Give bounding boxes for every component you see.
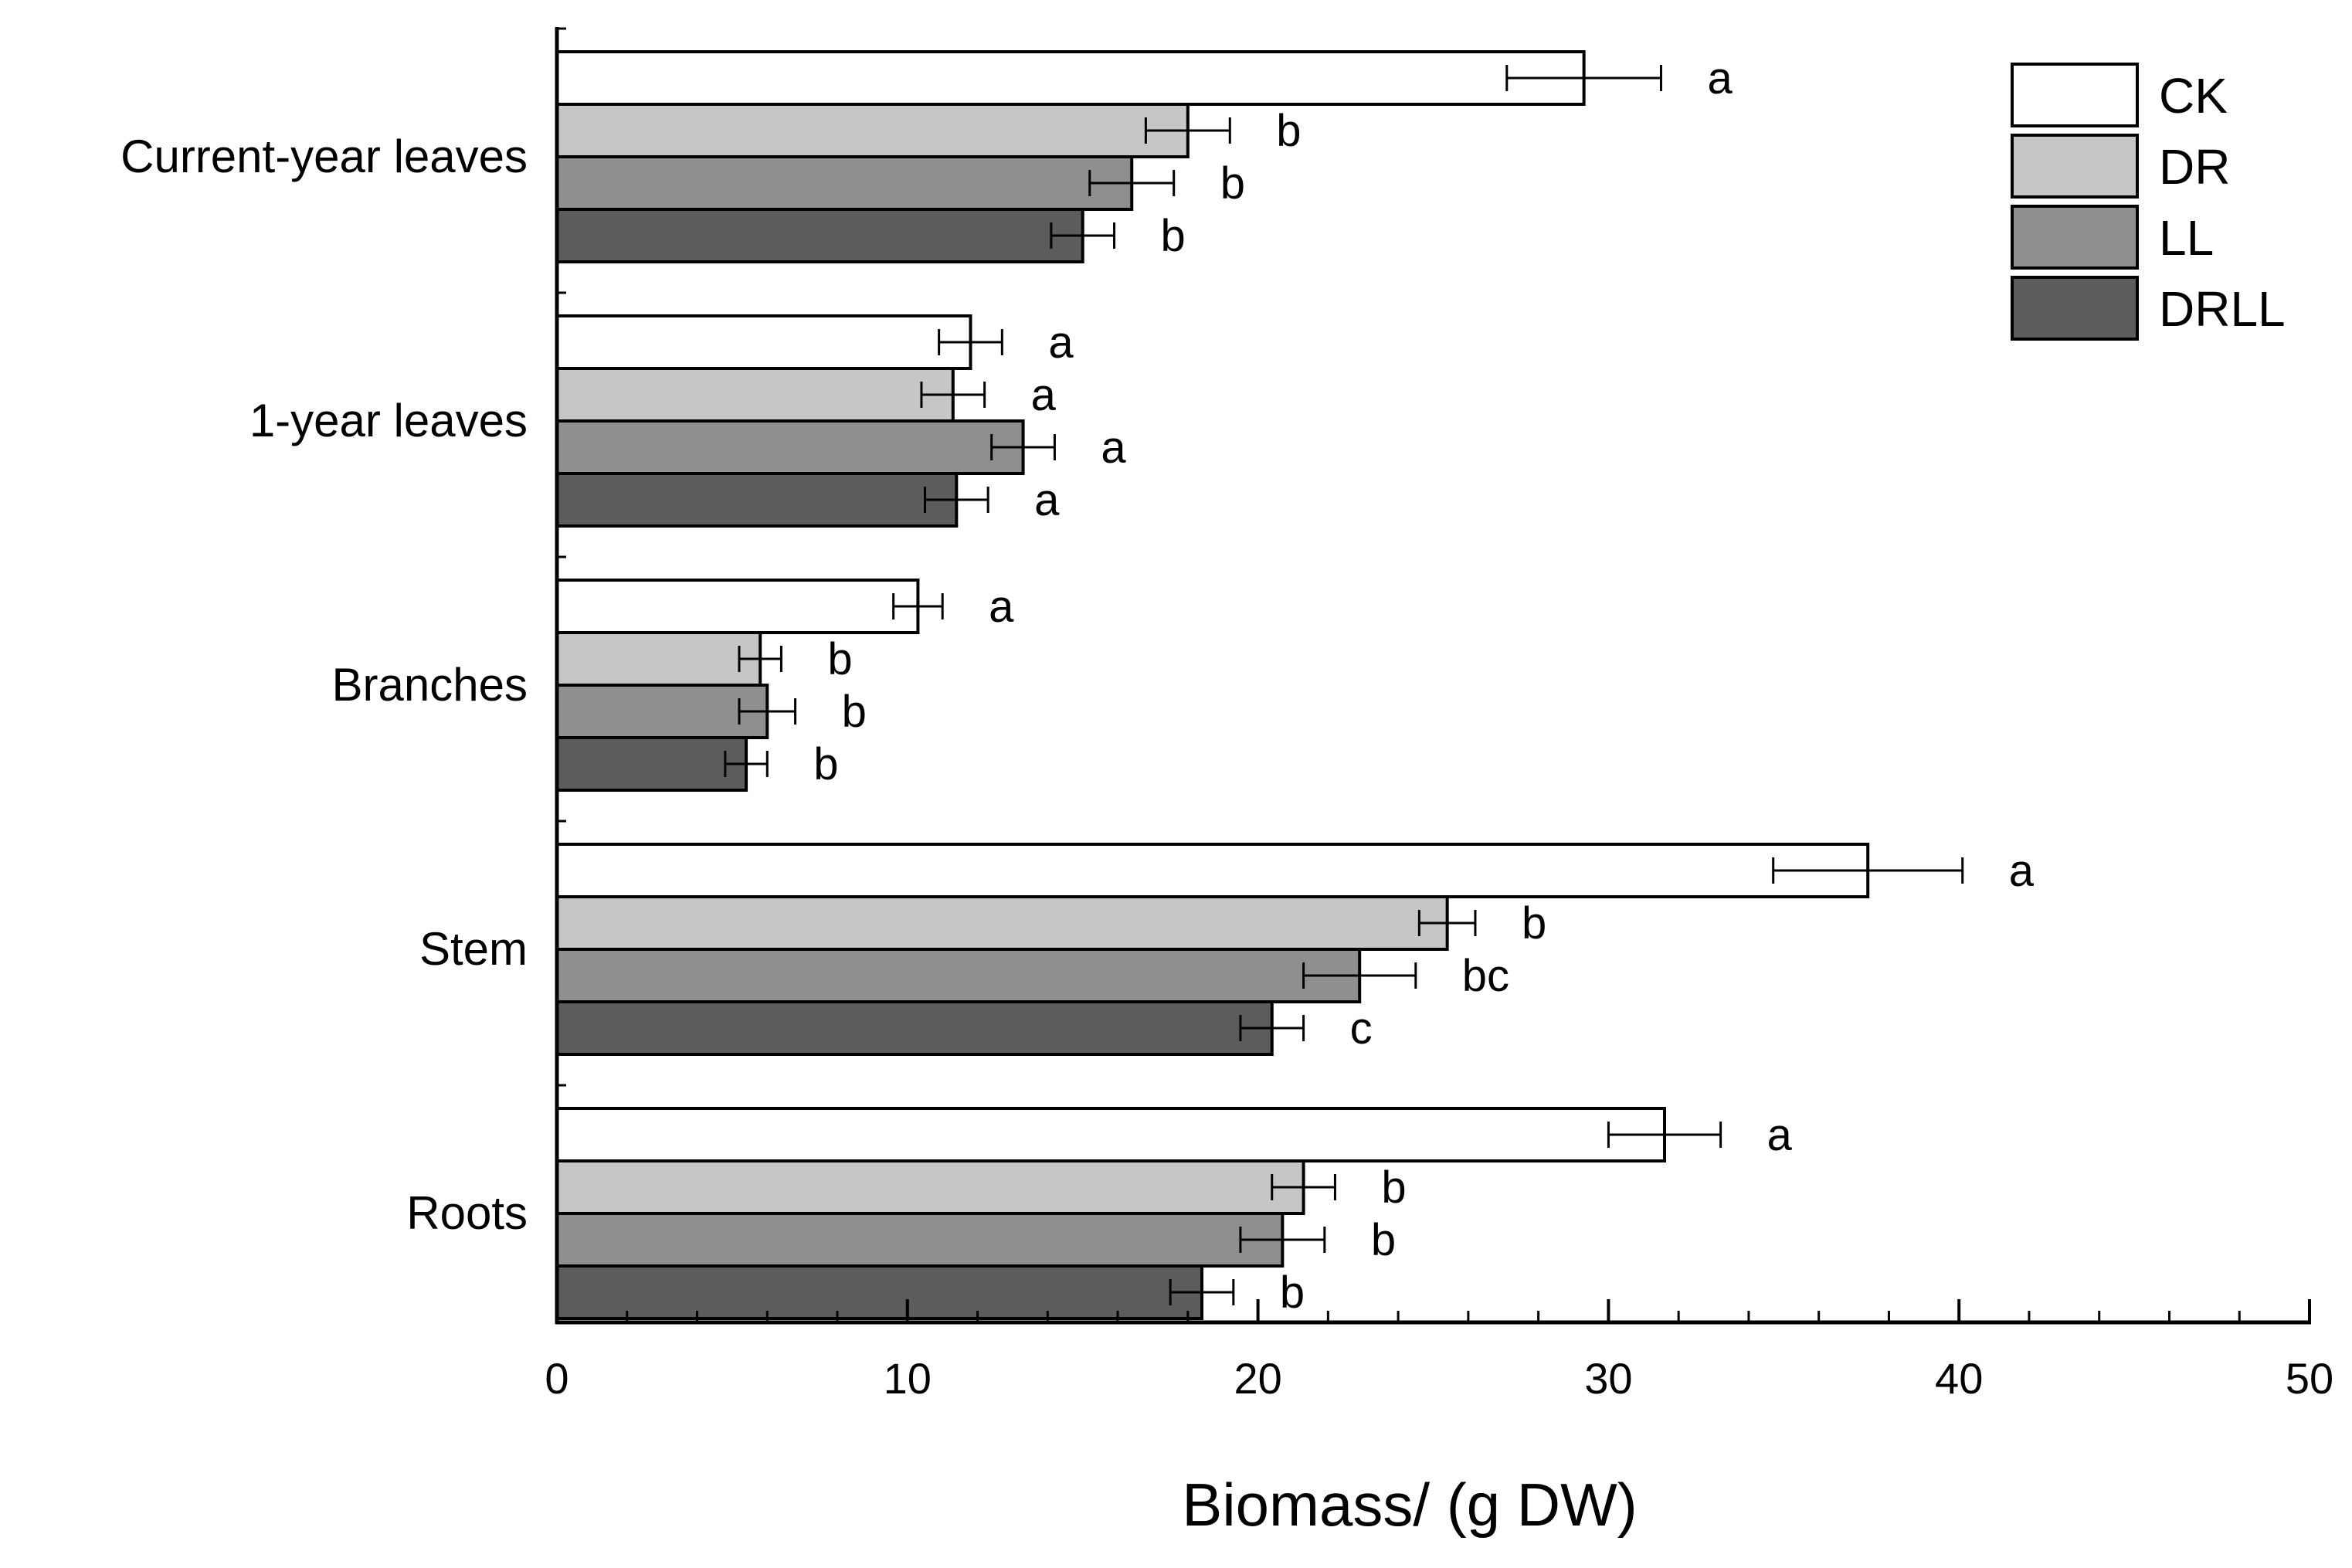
bar-branches-ll: [555, 684, 769, 739]
bar-1-year-leaves-dr: [555, 367, 955, 423]
bar-current-year-leaves-drll: [555, 208, 1084, 263]
sig-label-current-year-leaves-ll: b: [1220, 158, 1245, 209]
sig-label-current-year-leaves-ck: a: [1707, 53, 1733, 104]
sig-label-stem-ll: bc: [1462, 951, 1509, 1001]
category-label-1-year-leaves: 1-year leaves: [249, 395, 528, 446]
sig-label-stem-drll: c: [1350, 1003, 1373, 1054]
bar-roots-ll: [555, 1212, 1285, 1268]
category-label-stem: Stem: [419, 923, 528, 975]
bar-branches-dr: [555, 631, 762, 687]
bar-current-year-leaves-dr: [555, 103, 1190, 158]
sig-label-stem-ck: a: [2009, 846, 2035, 896]
bar-current-year-leaves-ll: [555, 155, 1134, 211]
bar-1-year-leaves-ll: [555, 419, 1025, 475]
sig-label-roots-ll: b: [1371, 1215, 1396, 1265]
legend-label-drll: DRLL: [2159, 281, 2286, 337]
bar-stem-ck: [555, 843, 1870, 898]
x-tick-label: 50: [2286, 1354, 2333, 1403]
legend-swatch-dr: [2011, 134, 2139, 199]
bar-1-year-leaves-drll: [555, 472, 959, 528]
category-label-branches: Branches: [332, 659, 528, 711]
legend-swatch-drll: [2011, 276, 2139, 341]
legend-label-dr: DR: [2159, 139, 2230, 195]
sig-label-1-year-leaves-ll: a: [1101, 423, 1126, 473]
x-tick-label: 20: [1234, 1354, 1281, 1403]
sig-label-current-year-leaves-dr: b: [1276, 106, 1301, 156]
bar-roots-drll: [555, 1264, 1203, 1320]
error-bars-layer: [724, 65, 1964, 1305]
bar-stem-dr: [555, 895, 1449, 951]
x-tick-label: 40: [1935, 1354, 1983, 1403]
sig-label-roots-drll: b: [1280, 1268, 1305, 1318]
bar-roots-dr: [555, 1159, 1305, 1215]
x-tick-label: 30: [1584, 1354, 1632, 1403]
legend-swatch-ck: [2011, 63, 2139, 127]
bar-1-year-leaves-ck: [555, 314, 972, 370]
bar-stem-drll: [555, 1000, 1274, 1056]
bar-roots-ck: [555, 1107, 1667, 1162]
legend-label-ll: LL: [2159, 210, 2214, 266]
axes-layer: Current-year leaves 1-year leaves Branches…: [120, 27, 2333, 1403]
legend-label-ck: CK: [2159, 68, 2228, 124]
category-label-current-year-leaves: Current-year leaves: [120, 131, 528, 182]
x-tick-label: 10: [884, 1354, 932, 1403]
bar-stem-ll: [555, 948, 1362, 1003]
x-tick-label: 0: [545, 1354, 568, 1403]
sig-label-roots-ck: a: [1767, 1110, 1793, 1160]
sig-label-branches-drll: b: [813, 739, 838, 789]
bar-current-year-leaves-ck: [555, 50, 1586, 106]
legend-swatch-ll: [2011, 205, 2139, 270]
sig-label-stem-dr: b: [1522, 898, 1546, 949]
sig-label-1-year-leaves-dr: a: [1031, 370, 1057, 420]
sig-label-roots-dr: b: [1381, 1162, 1406, 1213]
sig-label-current-year-leaves-drll: b: [1161, 211, 1186, 261]
bar-branches-ck: [555, 579, 920, 634]
bars-layer: [555, 50, 1870, 1320]
category-label-roots: Roots: [406, 1187, 528, 1239]
x-axis-title: Biomass/ (g DW): [1182, 1471, 1637, 1539]
sig-label-1-year-leaves-drll: a: [1034, 475, 1060, 525]
sig-label-branches-ll: b: [842, 687, 867, 737]
bar-branches-drll: [555, 736, 748, 792]
sig-label-1-year-leaves-ck: a: [1048, 317, 1074, 368]
sig-label-branches-ck: a: [989, 582, 1014, 632]
sig-label-branches-dr: b: [827, 634, 852, 684]
